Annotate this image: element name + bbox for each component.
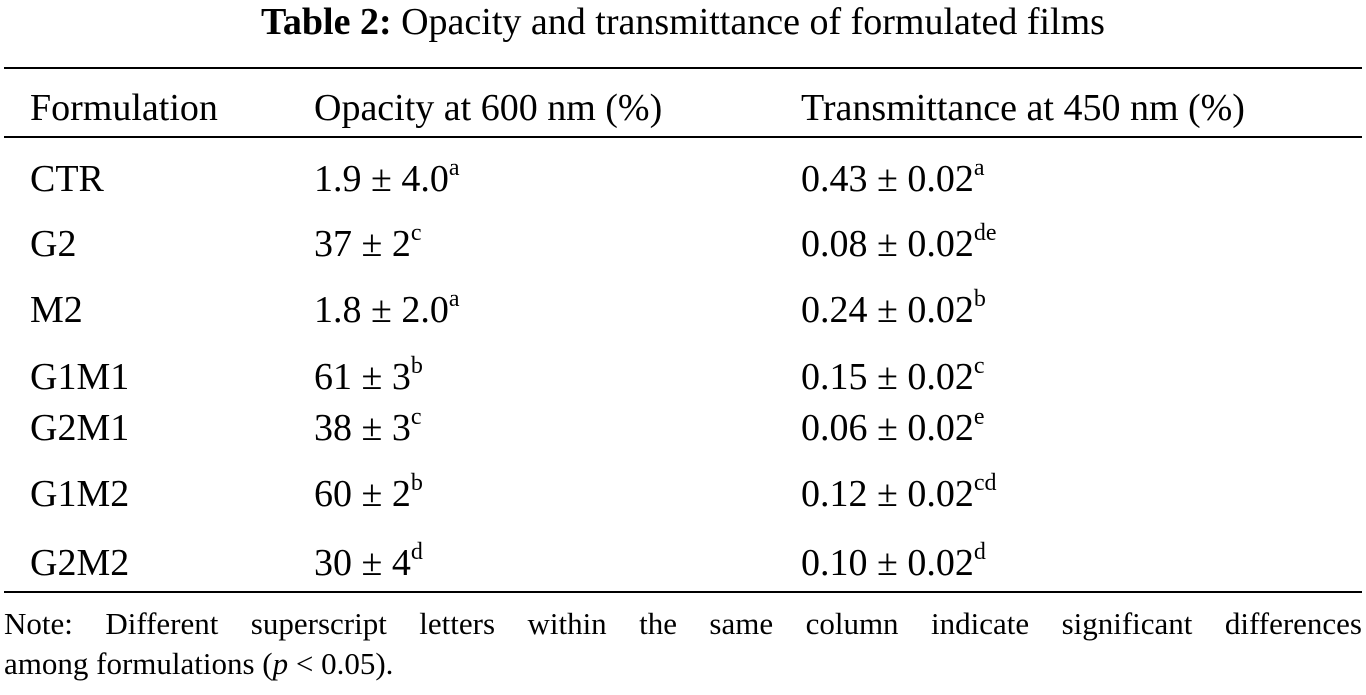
- note-line-2: among formulations (p < 0.05).: [4, 644, 1362, 684]
- opacity-value: 30 ± 4: [314, 542, 411, 584]
- note-line-2-suffix: < 0.05).: [288, 646, 394, 681]
- opacity-value: 37 ± 2: [314, 223, 411, 265]
- cell-opacity: 38 ± 3c: [314, 404, 422, 450]
- opacity-value: 38 ± 3: [314, 407, 411, 449]
- transmittance-superscript: cd: [973, 470, 997, 496]
- header-formulation: Formulation: [30, 87, 218, 129]
- header-rule: [4, 136, 1362, 138]
- transmittance-superscript: e: [973, 404, 985, 430]
- transmittance-value: 0.24 ± 0.02: [801, 289, 974, 331]
- transmittance-superscript: a: [973, 155, 985, 181]
- opacity-value: 60 ± 2: [314, 473, 411, 515]
- transmittance-superscript: de: [973, 220, 997, 246]
- transmittance-value: 0.10 ± 0.02: [801, 542, 974, 584]
- cell-transmittance: 0.43 ± 0.02a: [801, 155, 985, 201]
- cell-formulation: G2M2: [30, 542, 130, 584]
- opacity-superscript: a: [448, 286, 460, 312]
- cell-opacity: 1.9 ± 4.0a: [314, 155, 460, 201]
- cell-transmittance: 0.06 ± 0.02e: [801, 404, 985, 450]
- table-label: Table 2:: [261, 1, 392, 43]
- opacity-value: 1.9 ± 4.0: [314, 158, 449, 200]
- transmittance-superscript: c: [973, 353, 985, 379]
- cell-transmittance: 0.08 ± 0.02de: [801, 220, 997, 266]
- cell-opacity: 30 ± 4d: [314, 539, 423, 585]
- table-title: Opacity and transmittance of formulated …: [401, 1, 1105, 43]
- note-line-1: Note: Different superscript letters with…: [4, 606, 1362, 641]
- opacity-value: 1.8 ± 2.0: [314, 289, 449, 331]
- table-note: Note: Different superscript letters with…: [4, 604, 1362, 684]
- cell-transmittance: 0.24 ± 0.02b: [801, 286, 986, 332]
- cell-opacity: 37 ± 2c: [314, 220, 422, 266]
- transmittance-superscript: d: [973, 539, 986, 565]
- cell-formulation: G1M1: [30, 356, 130, 398]
- p-value-symbol: p: [272, 646, 289, 681]
- header-opacity: Opacity at 600 nm (%): [314, 87, 663, 129]
- transmittance-value: 0.08 ± 0.02: [801, 223, 974, 265]
- cell-transmittance: 0.10 ± 0.02d: [801, 539, 986, 585]
- transmittance-value: 0.15 ± 0.02: [801, 356, 974, 398]
- cell-transmittance: 0.15 ± 0.02c: [801, 353, 985, 399]
- header-transmittance: Transmittance at 450 nm (%): [801, 87, 1245, 129]
- top-rule: [4, 67, 1362, 69]
- opacity-superscript: c: [410, 220, 422, 246]
- table-caption: Table 2: Opacity and transmittance of fo…: [0, 0, 1366, 44]
- transmittance-value: 0.12 ± 0.02: [801, 473, 974, 515]
- cell-opacity: 1.8 ± 2.0a: [314, 286, 460, 332]
- opacity-superscript: b: [410, 470, 423, 496]
- cell-formulation: CTR: [30, 158, 104, 200]
- transmittance-value: 0.43 ± 0.02: [801, 158, 974, 200]
- cell-opacity: 61 ± 3b: [314, 353, 423, 399]
- opacity-superscript: a: [448, 155, 460, 181]
- cell-formulation: M2: [30, 289, 83, 331]
- bottom-rule: [4, 591, 1362, 593]
- cell-transmittance: 0.12 ± 0.02cd: [801, 470, 997, 516]
- cell-formulation: G2: [30, 223, 77, 265]
- cell-formulation: G2M1: [30, 407, 130, 449]
- opacity-superscript: b: [410, 353, 423, 379]
- transmittance-superscript: b: [973, 286, 986, 312]
- opacity-superscript: c: [410, 404, 422, 430]
- cell-formulation: G1M2: [30, 473, 130, 515]
- opacity-value: 61 ± 3: [314, 356, 411, 398]
- transmittance-value: 0.06 ± 0.02: [801, 407, 974, 449]
- cell-opacity: 60 ± 2b: [314, 470, 423, 516]
- note-line-2-prefix: among formulations (: [4, 646, 273, 681]
- opacity-superscript: d: [410, 539, 423, 565]
